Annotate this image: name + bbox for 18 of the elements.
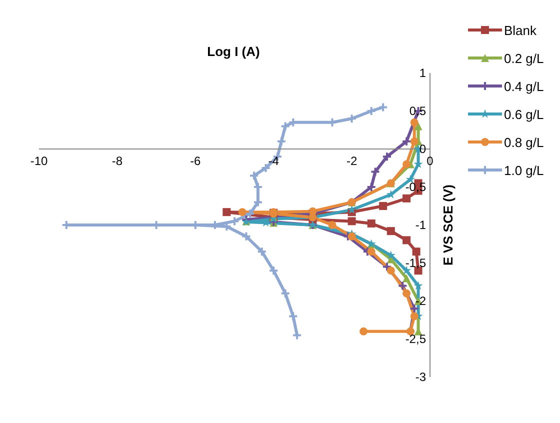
x-tick-label: -4	[268, 154, 280, 168]
y-tick-label: -3	[415, 370, 426, 384]
y-tick-label: 0	[419, 142, 426, 156]
legend-label: 0.6 g/L	[504, 106, 544, 122]
legend-label: 0.8 g/L	[504, 134, 544, 150]
x-tick-label: -10	[30, 154, 48, 168]
x-tick-label: -2	[346, 154, 358, 168]
legend-label: 0.4 g/L	[504, 78, 544, 94]
y-tick-label: 1	[419, 66, 426, 80]
y-tick-label: -2,5	[405, 332, 426, 346]
y-tick-label: -1	[415, 218, 426, 232]
legend-label: 1.0 g/L	[504, 162, 544, 178]
y-axis-title: E VS SCE (V)	[440, 184, 456, 266]
legend-label: Blank	[504, 22, 537, 38]
x-axis-title: Log I (A)	[206, 44, 261, 59]
legend-label: 0.2 g/L	[504, 50, 544, 66]
x-tick-label: -8	[112, 154, 123, 168]
x-tick-label: -6	[190, 154, 202, 168]
